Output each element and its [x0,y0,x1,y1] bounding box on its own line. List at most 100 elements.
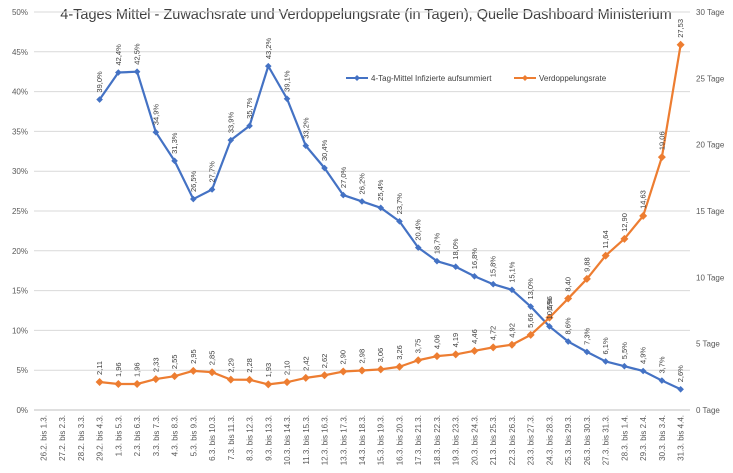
data-label: 3,75 [414,339,423,354]
x-tick-label: 29.2. bis 4.3. [96,415,105,461]
data-label: 7,3% [582,327,591,344]
x-tick-label: 31.3. bis 4.4. [677,415,686,461]
series-1-point [96,96,103,103]
y-right-tick-label: 10 Tage [696,273,725,282]
series-2-point [208,368,217,377]
x-tick-label: 1.3. bis 5.3. [114,415,123,456]
series-2-point [189,366,198,375]
series-2-point [170,372,179,381]
series-1-point [433,257,441,265]
series-2-point [358,366,366,375]
series-2-point [301,373,310,382]
series-1-point [264,62,272,70]
x-tick-label: 8.3. bis 12.3. [246,415,255,461]
series-1-point [602,358,609,365]
data-label: 2,33 [151,357,160,372]
y-left-tick-label: 0% [16,406,28,415]
data-label: 33,9% [226,112,235,134]
data-label: 16,8% [470,248,479,270]
data-label: 5,5% [620,342,629,359]
data-label: 2,85 [208,351,217,366]
data-label: 9,88 [582,257,591,272]
x-tick-label: 24.3. bis 28.3. [545,415,554,465]
data-label: 8,40 [564,277,573,292]
data-label: 3,06 [376,348,385,363]
data-label: 34,9% [151,104,160,126]
x-tick-label: 14.3. bis 18.3. [358,415,367,465]
data-label: 5,66 [526,313,535,328]
x-tick-label: 30.3. bis 3.4. [658,415,667,461]
series-1-point [171,157,178,165]
legend-label: Verdoppelungsrate [539,74,607,83]
series-1-point [396,218,403,225]
series-2-point [151,375,160,384]
data-label: 2,10 [283,361,292,376]
series-2-point [339,367,348,376]
data-label: 14,63 [639,190,648,209]
data-label: 35,7% [245,97,254,119]
data-label: 13,0% [526,278,535,300]
series-1-point [133,68,141,75]
data-label: 2,55 [170,355,179,370]
series-2-point [95,378,104,387]
series-2-point [451,350,460,359]
data-label: 2,62 [320,354,329,369]
series-1-point [677,386,684,393]
series-1-point [246,122,253,130]
series-2-point [320,371,329,380]
data-label: 31,3% [170,132,179,154]
series-2-point [507,340,516,349]
data-label: 2,42 [301,356,310,371]
data-label: 43,2% [264,38,273,60]
data-label: 26,2% [358,173,367,195]
y-right-tick-label: 15 Tage [696,207,725,216]
series-1-point [489,280,497,288]
data-label: 6,96 [545,296,554,311]
series-1-point [414,244,422,251]
series-2-point [470,346,479,355]
series-layer [95,40,685,393]
series-2-point [414,356,423,365]
series-2-point [639,211,648,220]
grid [34,11,690,411]
data-label: 42,4% [114,44,123,66]
series-1-point [508,286,516,294]
x-tick-label: 18.3. bis 22.3. [433,415,442,465]
x-tick-label: 17.3. bis 21.3. [414,415,423,465]
data-label: 2,6% [676,365,685,382]
x-axis: 26.2. bis 1.3. 27.2. bis 2.3. 28.2. bis 3.… [34,409,690,465]
data-label: 8,6% [564,317,573,334]
x-tick-label: 13.3. bis 17.3. [339,415,348,465]
y-left-tick-label: 20% [12,247,28,256]
data-label: 1,96 [114,362,123,377]
x-tick-label: 29.3. bis 2.4. [639,415,648,461]
y-right-tick-label: 20 Tage [696,141,725,150]
left-axis: 0% 5% 10% 15% 20% 25% 30% 35% 40% 45% 50% [12,8,28,415]
data-label: 2,98 [358,349,367,364]
data-label: 30,4% [320,139,329,161]
data-label: 1,96 [133,362,142,377]
series-1-point [358,198,366,205]
x-tick-label: 26.2. bis 1.3. [39,415,48,461]
series-1-point [115,69,122,76]
series-2-point [489,343,498,352]
series-2-point [245,375,254,384]
data-label: 33,2% [301,117,310,139]
series-2-point [657,153,666,162]
data-label: 6,1% [601,337,610,354]
data-label: 4,19 [451,333,460,348]
series-1-point [639,367,647,375]
series-2-point [376,365,385,374]
y-right-tick-label: 5 Tage [696,340,720,349]
data-label: 4,72 [489,326,498,341]
x-tick-label: 28.3. bis 1.4. [620,415,629,461]
series-2-point [114,379,123,388]
y-left-tick-label: 40% [12,88,28,97]
data-label: 27,0% [339,166,348,188]
legend-swatch-marker [354,75,360,81]
series-1-point [190,195,197,203]
x-tick-label: 2.3. bis 6.3. [133,415,142,456]
x-tick-label: 7.3. bis 11.3. [227,415,236,460]
series-1-point [471,272,478,280]
